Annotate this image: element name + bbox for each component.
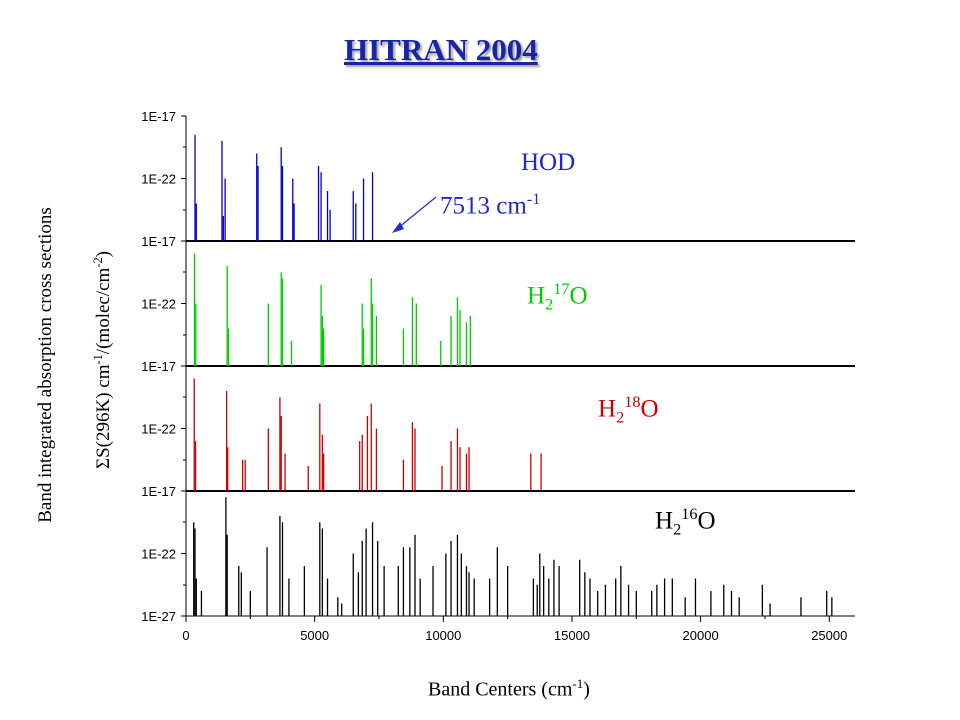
series-label-h2-16o: H216O bbox=[655, 505, 716, 539]
x-axis-label: Band Centers (cm-1) bbox=[428, 676, 590, 701]
y-tick-label: 1E-22 bbox=[141, 422, 176, 437]
x-tick-label: 5000 bbox=[300, 628, 329, 643]
series-label-hod: HOD bbox=[521, 149, 576, 176]
annotation-arrow-head bbox=[392, 222, 404, 233]
annotation-label: 7513 cm-1 bbox=[440, 190, 541, 220]
y-tick-label: 1E-17 bbox=[141, 234, 176, 249]
y-tick-label: 1E-27 bbox=[141, 609, 176, 624]
y-tick-label: 1E-22 bbox=[141, 172, 176, 187]
y-tick-label: 1E-17 bbox=[141, 109, 176, 124]
x-tick-label: 15000 bbox=[554, 628, 590, 643]
x-tick-label: 0 bbox=[182, 628, 189, 643]
chart-title: HITRAN 2004 bbox=[344, 32, 538, 67]
y-tick-label: 1E-17 bbox=[141, 359, 176, 374]
x-tick-label: 25000 bbox=[811, 628, 847, 643]
y-tick-label: 1E-22 bbox=[141, 547, 176, 562]
y-tick-label: 1E-22 bbox=[141, 297, 176, 312]
x-tick-label: 10000 bbox=[425, 628, 461, 643]
y-axis-label-line2: ΣS(296K) cm-1/(molec/cm-2) bbox=[90, 251, 115, 469]
series-label-h2-17o: H217O bbox=[527, 280, 588, 314]
annotation-arrow-line bbox=[397, 196, 437, 229]
series-label-h2-18o: H218O bbox=[598, 393, 659, 427]
y-tick-label: 1E-17 bbox=[141, 484, 176, 499]
y-axis-label-line1: Band integrated absorption cross section… bbox=[35, 207, 56, 523]
x-tick-label: 20000 bbox=[683, 628, 719, 643]
